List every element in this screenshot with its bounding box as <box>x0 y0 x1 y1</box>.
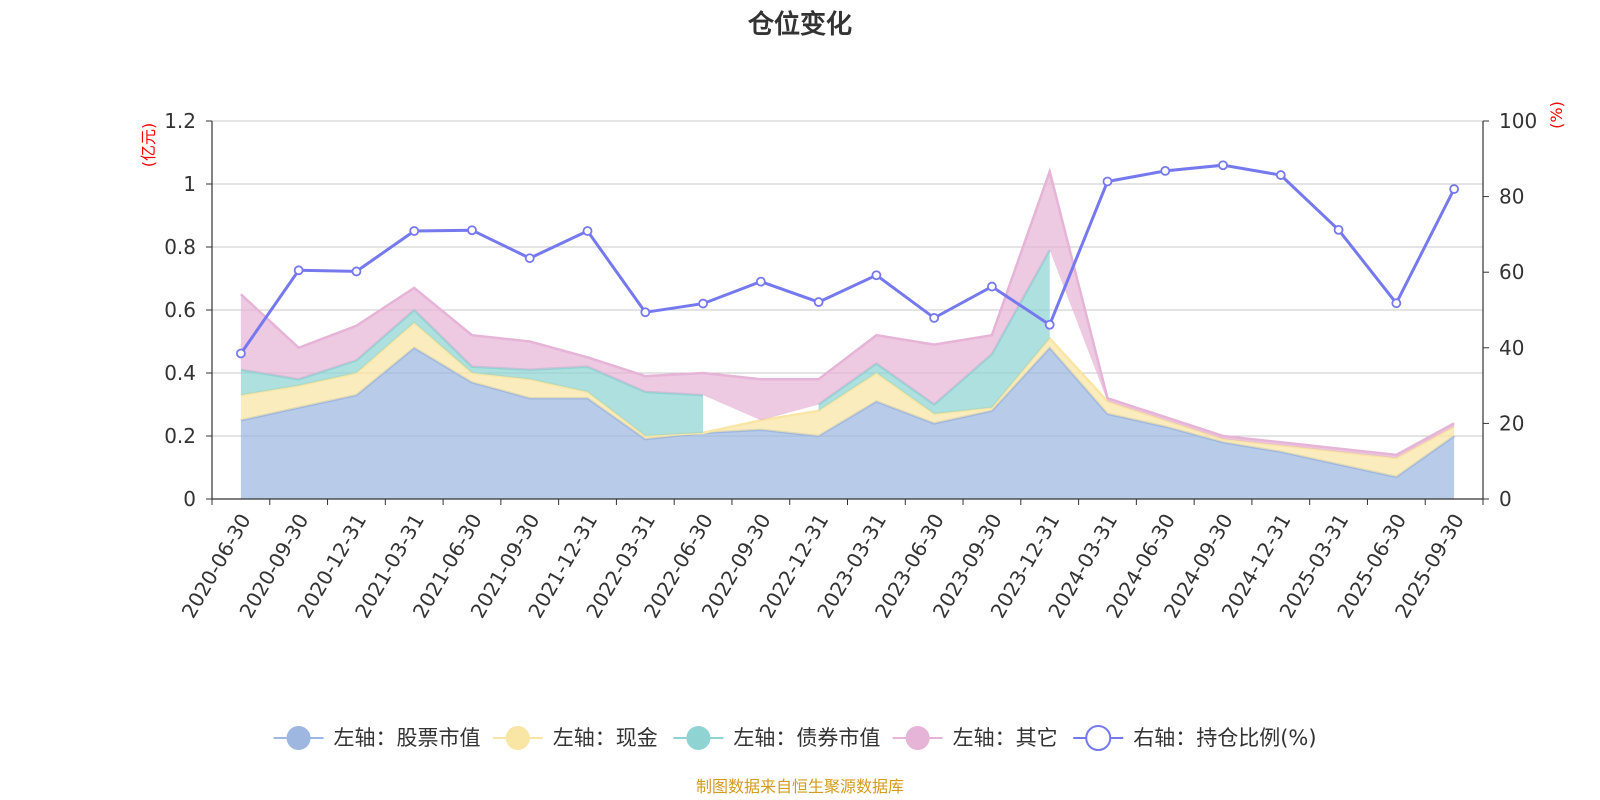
right-tick-label: 80 <box>1499 185 1524 209</box>
ratio-point <box>987 281 997 292</box>
ratio-point <box>1044 319 1055 330</box>
ratio-line-series <box>235 160 1460 359</box>
right-tick-label: 100 <box>1499 109 1537 133</box>
ratio-line <box>239 163 1456 355</box>
area-左轴：股票市值 <box>240 347 1455 499</box>
legend-label: 左轴：股票市值 <box>334 726 481 750</box>
right-tick-label: 20 <box>1499 411 1524 435</box>
legend-item: 右轴：持仓比例(%) <box>1073 725 1317 751</box>
ratio-point <box>467 225 477 236</box>
right-axis-unit: (%) <box>1547 101 1566 129</box>
legend-label: 左轴：债券市值 <box>733 726 880 750</box>
ratio-point <box>1160 165 1171 176</box>
ratio-point <box>755 276 766 287</box>
legend-item: 左轴：其它 <box>892 726 1058 750</box>
area-series <box>240 167 1455 499</box>
left-tick-label: 0.8 <box>164 235 196 259</box>
left-tick-label: 1.2 <box>164 109 196 133</box>
left-axis-unit: (亿元) <box>139 123 158 168</box>
ratio-point <box>698 298 708 309</box>
chart-title: 仓位变化 <box>747 9 852 40</box>
left-tick-label: 0 <box>183 487 196 511</box>
legend-label: 左轴：现金 <box>553 726 658 750</box>
legend-swatch-marker <box>286 726 311 750</box>
legend-swatch-marker <box>686 726 711 750</box>
legend: 左轴：股票市值 左轴：现金 左轴：债券市值 左轴：其它 右轴：持仓比例(%) <box>273 725 1317 751</box>
ratio-point <box>582 226 593 236</box>
right-tick-label: 60 <box>1499 260 1524 284</box>
ratio-point <box>235 348 246 359</box>
right-tick-label: 0 <box>1499 487 1512 511</box>
data-source-note: 制图数据来自恒生聚源数据库 <box>696 777 904 796</box>
left-tick-label: 1 <box>183 172 196 196</box>
ratio-point <box>640 307 651 318</box>
ratio-point <box>1275 170 1286 180</box>
ratio-point <box>351 266 362 277</box>
axes <box>206 120 1489 505</box>
area-左轴：现金 <box>240 322 1455 477</box>
legend-label: 右轴：持仓比例(%) <box>1133 726 1316 750</box>
ratio-point <box>293 265 304 276</box>
left-tick-label: 0.4 <box>164 361 196 385</box>
ratio-point <box>1449 184 1460 194</box>
left-tick-label: 0.2 <box>164 424 196 448</box>
ratio-point <box>1102 176 1113 187</box>
legend-item: 左轴：债券市值 <box>673 726 880 750</box>
legend-item: 左轴：现金 <box>492 726 658 750</box>
ratio-point <box>871 270 882 281</box>
ratio-point <box>409 226 420 236</box>
right-tick-label: 40 <box>1499 336 1524 360</box>
area-左轴：债券市值 <box>818 250 1050 414</box>
area-左轴：债券市值 <box>240 310 704 436</box>
ratio-point <box>813 297 824 307</box>
ratio-point <box>1391 298 1402 309</box>
ratio-point <box>524 253 535 264</box>
ratio-point <box>1333 224 1344 235</box>
legend-swatch-marker <box>905 726 930 750</box>
legend-label: 左轴：其它 <box>953 726 1058 750</box>
legend-swatch-marker <box>1085 725 1112 751</box>
legend-swatch-marker <box>505 726 530 750</box>
area-edge-左轴：其它 <box>240 167 1455 457</box>
legend-item: 左轴：股票市值 <box>273 726 481 750</box>
ratio-point <box>1218 160 1228 171</box>
ratio-point <box>929 313 940 323</box>
left-tick-label: 0.6 <box>164 298 196 322</box>
